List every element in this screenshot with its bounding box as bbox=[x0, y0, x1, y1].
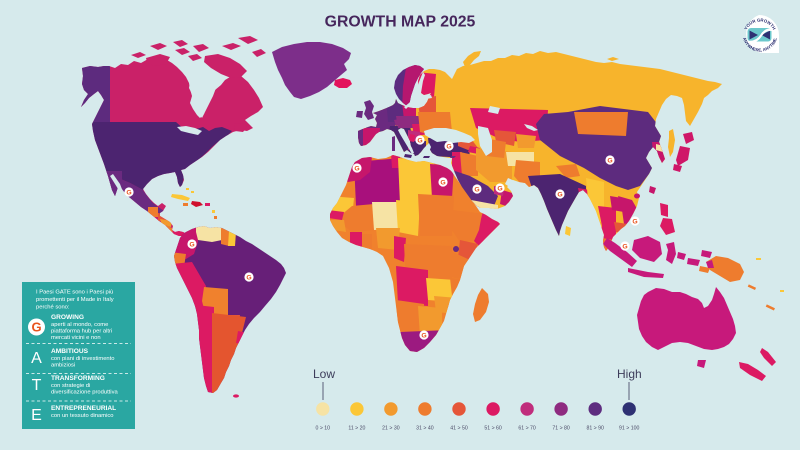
svg-text:G: G bbox=[354, 165, 359, 172]
svg-text:G: G bbox=[632, 218, 637, 225]
svg-text:G: G bbox=[446, 143, 451, 150]
svg-text:G: G bbox=[189, 241, 194, 248]
svg-text:51 > 60: 51 > 60 bbox=[484, 426, 502, 432]
svg-text:ambiziosi: ambiziosi bbox=[51, 363, 75, 369]
svg-text:G: G bbox=[31, 320, 41, 335]
svg-text:G: G bbox=[126, 189, 131, 196]
svg-text:11 > 20: 11 > 20 bbox=[348, 426, 365, 432]
svg-text:81 > 90: 81 > 90 bbox=[586, 426, 604, 432]
svg-text:I Paesi GATE sono i Paesi più: I Paesi GATE sono i Paesi più bbox=[36, 290, 113, 296]
svg-text:diversificazione produttiva: diversificazione produttiva bbox=[51, 390, 118, 396]
svg-text:E: E bbox=[31, 407, 42, 424]
svg-text:High: High bbox=[617, 367, 642, 381]
svg-text:31 > 40: 31 > 40 bbox=[416, 426, 434, 432]
svg-text:con piani di investimento: con piani di investimento bbox=[51, 356, 114, 362]
svg-text:41 > 50: 41 > 50 bbox=[450, 426, 468, 432]
svg-text:GROWING: GROWING bbox=[51, 314, 84, 321]
svg-text:61 > 70: 61 > 70 bbox=[518, 426, 536, 432]
svg-text:piattaforma hub per altri: piattaforma hub per altri bbox=[51, 329, 112, 335]
svg-text:G: G bbox=[622, 243, 627, 250]
svg-text:71 > 80: 71 > 80 bbox=[552, 426, 570, 432]
svg-text:G: G bbox=[557, 191, 562, 198]
svg-text:G: G bbox=[440, 179, 445, 186]
svg-text:GROWTH MAP 2025: GROWTH MAP 2025 bbox=[325, 14, 476, 31]
svg-text:G: G bbox=[417, 137, 422, 144]
svg-text:21 > 30: 21 > 30 bbox=[382, 426, 400, 432]
svg-text:G: G bbox=[246, 274, 251, 281]
svg-text:G: G bbox=[421, 332, 426, 339]
svg-text:Low: Low bbox=[313, 367, 335, 381]
svg-text:0 > 10: 0 > 10 bbox=[316, 426, 331, 432]
svg-text:A: A bbox=[31, 350, 42, 367]
svg-text:perché sono:: perché sono: bbox=[36, 305, 70, 311]
svg-text:G: G bbox=[474, 186, 479, 193]
svg-text:TRANSFORMING: TRANSFORMING bbox=[51, 375, 105, 382]
svg-text:G: G bbox=[497, 185, 502, 192]
svg-text:mercati vicini e non: mercati vicini e non bbox=[51, 335, 101, 341]
svg-text:con strategie di: con strategie di bbox=[51, 383, 90, 389]
svg-text:91 > 100: 91 > 100 bbox=[619, 426, 639, 432]
svg-text:ENTREPRENEURIAL: ENTREPRENEURIAL bbox=[51, 405, 116, 412]
svg-text:promettenti per il Made in Ita: promettenti per il Made in Italy bbox=[36, 297, 114, 303]
svg-text:G: G bbox=[607, 157, 612, 164]
svg-text:AMBITIOUS: AMBITIOUS bbox=[51, 348, 89, 355]
svg-text:T: T bbox=[32, 377, 42, 394]
svg-text:con un tessuto dinamico: con un tessuto dinamico bbox=[51, 413, 114, 419]
svg-text:aperti al mondo, come: aperti al mondo, come bbox=[51, 322, 108, 328]
